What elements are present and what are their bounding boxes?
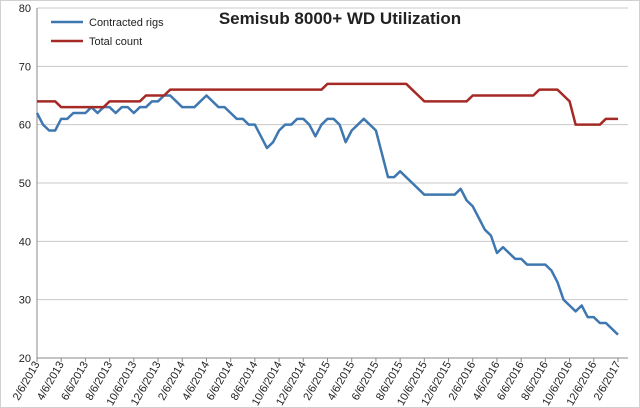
series-line: [37, 82, 618, 126]
legend-label: Contracted rigs: [89, 17, 164, 29]
y-tick-label: 50: [19, 178, 31, 190]
y-tick-label: 40: [19, 236, 31, 248]
y-tick-label: 80: [19, 3, 31, 15]
y-tick-label: 20: [19, 353, 31, 365]
y-tick-label: 60: [19, 120, 31, 132]
y-tick-label: 70: [19, 61, 31, 73]
legend-label: Total count: [89, 36, 142, 48]
y-tick-label: 30: [19, 295, 31, 307]
chart-title: Semisub 8000+ WD Utilization: [219, 9, 461, 28]
series-line: [35, 94, 619, 336]
